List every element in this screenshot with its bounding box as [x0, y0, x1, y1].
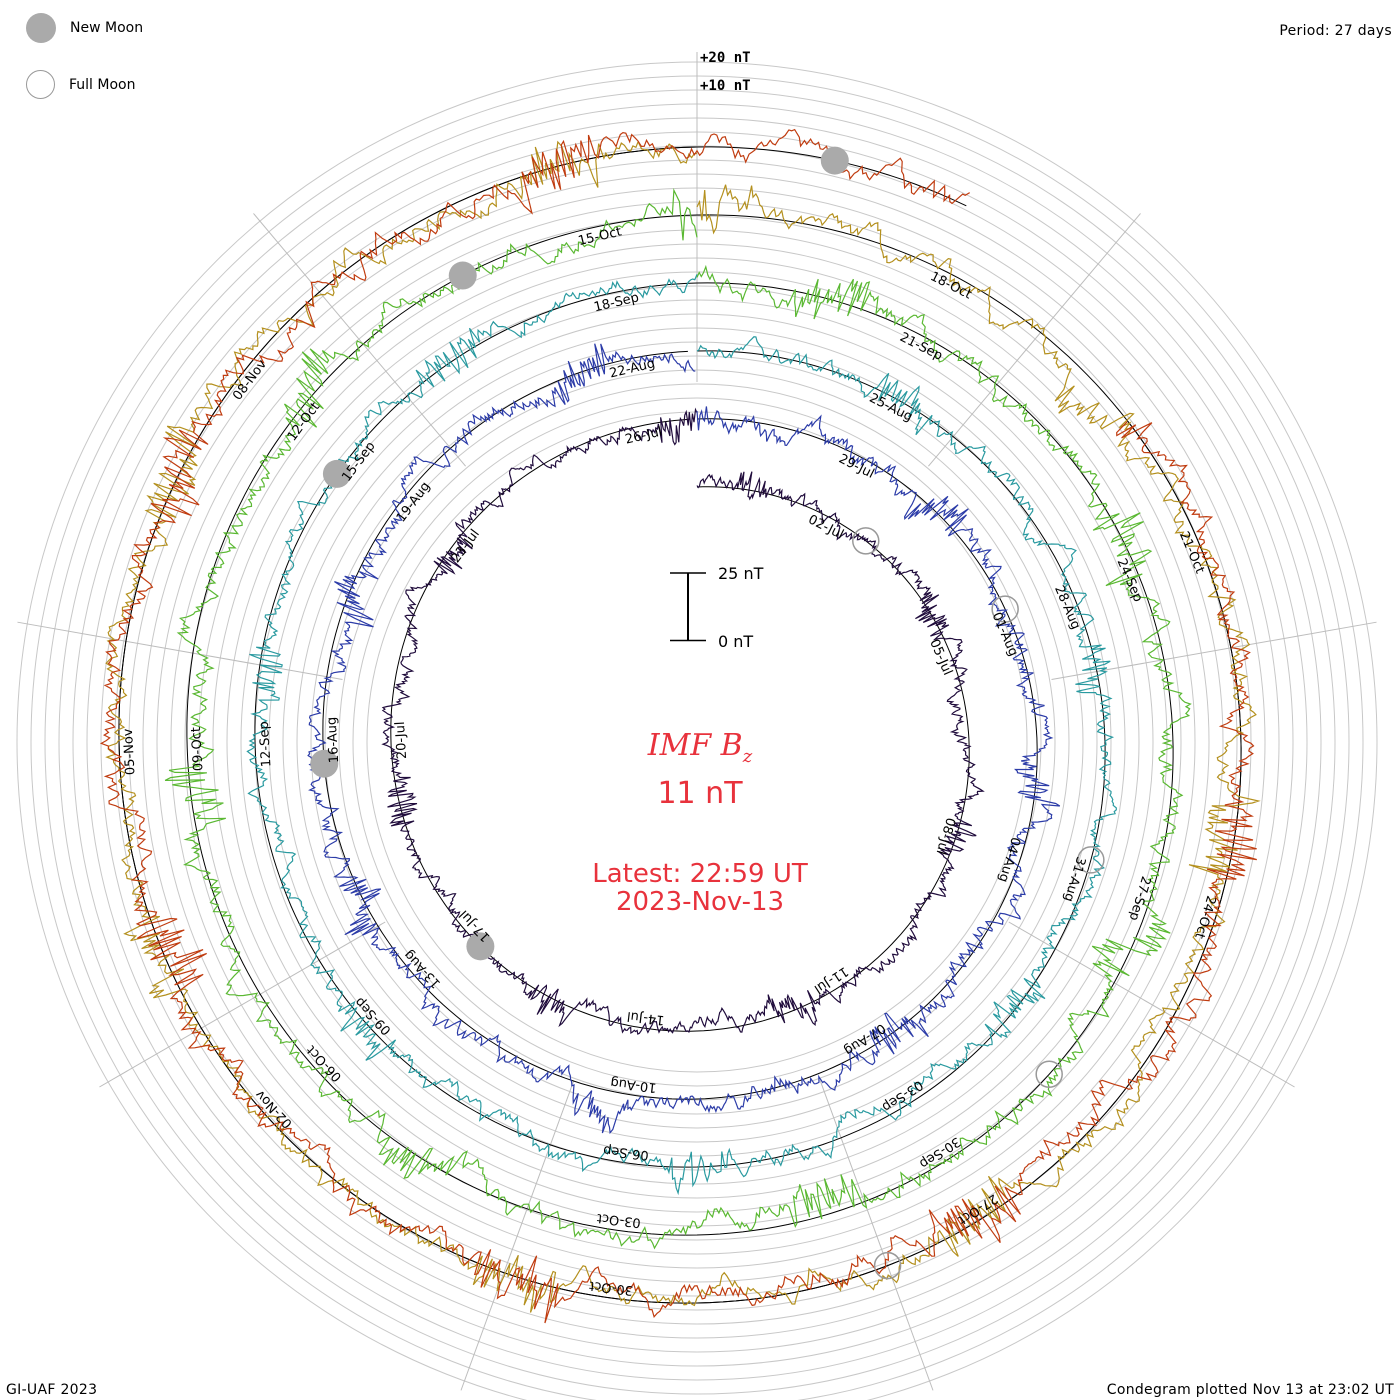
- grid-spokes: [17, 52, 1377, 1391]
- grid-spoke: [17, 621, 343, 680]
- full-moon-marker: [1077, 846, 1105, 874]
- series-trace: [164, 188, 1192, 1250]
- date-label: 14-Jul: [626, 1008, 665, 1027]
- series-trace: [381, 407, 985, 1035]
- date-label: 30-Oct: [588, 1278, 634, 1298]
- moon-markers: [310, 146, 1105, 1280]
- scale-top-label: 25 nT: [718, 564, 764, 583]
- date-label: 30-Sep: [916, 1134, 962, 1172]
- date-label: 02-Jul: [806, 512, 846, 542]
- zero-baseline: [118, 146, 1242, 1304]
- new-moon-marker: [310, 749, 339, 778]
- latest-time: Latest: 22:59 UT 2023-Nov-13: [0, 860, 1400, 916]
- current-value: 11 nT: [657, 776, 743, 811]
- full-moon-marker: [1035, 1060, 1063, 1089]
- date-label: 12-Sep: [257, 721, 275, 768]
- latest-time-line: Latest: 22:59 UT: [592, 859, 808, 889]
- legend-full-moon: Full Moon: [26, 70, 135, 99]
- date-label: 05-Jul: [926, 637, 955, 678]
- date-labels: 02-Jul05-Jul08-Jul11-Jul14-Jul17-Jul20-J…: [121, 50, 1218, 1298]
- chart-title-text: IMF B: [647, 728, 743, 763]
- footer-credit: GI-UAF 2023: [6, 1382, 98, 1398]
- full-moon-label: Full Moon: [69, 76, 136, 93]
- date-label: 20-Jul: [393, 721, 410, 759]
- full-moon-marker: [873, 1251, 902, 1280]
- grid-spoke: [928, 213, 1141, 467]
- grid-ring: [352, 397, 1042, 1087]
- new-moon-marker: [322, 459, 351, 488]
- grid-spoke: [99, 921, 386, 1088]
- date-label: 09-Oct: [189, 727, 207, 772]
- new-moon-marker: [820, 146, 849, 175]
- grid-ring: [338, 383, 1056, 1101]
- period-label: Period: 27 days: [1279, 23, 1392, 39]
- series-trace: [105, 140, 1261, 1313]
- outer-scale-label: +10 nT: [700, 78, 751, 94]
- date-label: 06-Sep: [602, 1142, 649, 1162]
- footer-plot-time: Condegram plotted Nov 13 at 23:02 UT: [1106, 1382, 1394, 1398]
- chart-title: IMF Bz: [0, 728, 1400, 767]
- zero-baseline: [254, 282, 1106, 1168]
- grid-spoke: [1051, 621, 1377, 680]
- date-label: 18-Sep: [592, 290, 640, 315]
- date-label: 07-Aug: [841, 1020, 888, 1058]
- date-label: 26-Jul: [624, 424, 664, 447]
- date-label: 03-Oct: [596, 1210, 642, 1230]
- new-moon-marker: [448, 261, 477, 290]
- full-moon-icon: [26, 70, 55, 99]
- zero-baselines: [118, 146, 1242, 1304]
- date-label: 11-Jul: [811, 963, 851, 996]
- grid-spoke: [819, 1080, 934, 1391]
- scale-bar-graphic: [670, 572, 706, 642]
- scale-bottom-label: 0 nT: [718, 632, 754, 651]
- series-trace: [246, 274, 1117, 1196]
- grid-spoke: [1008, 921, 1295, 1088]
- date-label: 16-Aug: [325, 716, 343, 763]
- grid-spoke: [460, 1080, 575, 1391]
- full-moon-marker: [852, 527, 880, 555]
- new-moon-icon: [26, 13, 56, 43]
- outer-scale-label: +20 nT: [700, 50, 751, 66]
- date-label: 22-Aug: [608, 356, 657, 381]
- date-label: 10-Aug: [610, 1074, 658, 1094]
- new-moon-marker: [466, 932, 495, 961]
- new-moon-label: New Moon: [70, 20, 144, 36]
- zero-baseline: [186, 214, 1174, 1236]
- grid-spoke: [253, 213, 466, 467]
- bz-series: [99, 128, 1261, 1324]
- scale-bar: [670, 572, 706, 642]
- chart-title-subscript: z: [742, 746, 753, 767]
- latest-date-line: 2023-Nov-13: [615, 887, 785, 917]
- date-label: 29-Jul: [836, 452, 876, 482]
- date-label: 05-Nov: [121, 728, 139, 776]
- series-trace: [307, 343, 1061, 1135]
- date-label: 23-Jul: [448, 527, 483, 566]
- series-trace: [99, 128, 1257, 1324]
- legend-new-moon: New Moon: [26, 13, 143, 43]
- full-moon-marker: [991, 595, 1019, 623]
